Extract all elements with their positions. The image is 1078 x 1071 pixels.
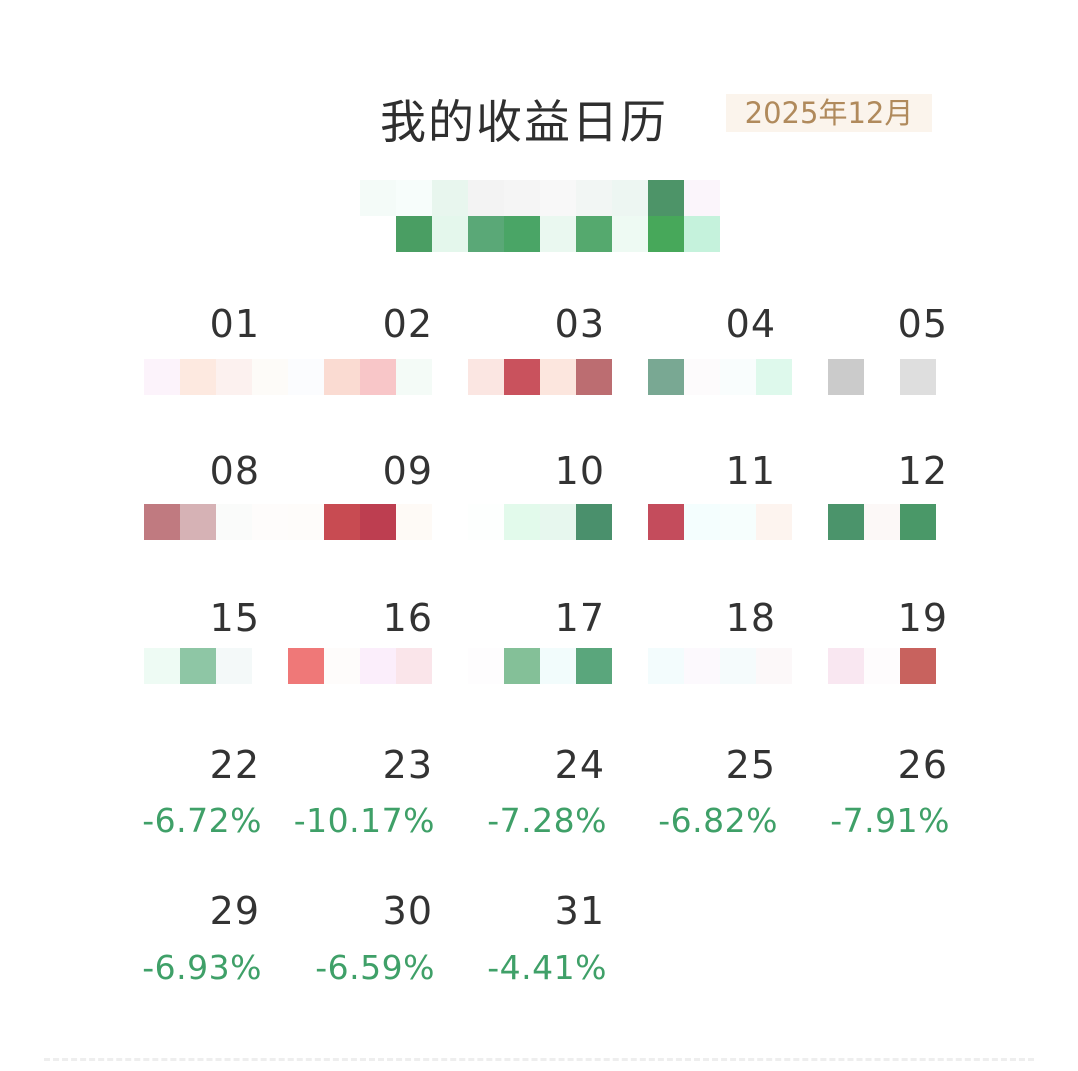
censored-return <box>288 504 438 540</box>
calendar-day[interactable]: 03 <box>554 302 605 346</box>
daily-return: -6.72% <box>142 801 262 840</box>
censored-return <box>648 648 798 684</box>
censored-return <box>144 648 294 684</box>
calendar-day[interactable]: 08 <box>209 449 260 493</box>
censored-return <box>288 648 438 684</box>
calendar-day[interactable]: 31 <box>554 889 605 933</box>
censored-return <box>468 648 618 684</box>
calendar-day[interactable]: 15 <box>209 596 260 640</box>
calendar-day[interactable]: 30 <box>382 889 433 933</box>
calendar-day[interactable]: 18 <box>725 596 776 640</box>
calendar-day[interactable]: 29 <box>209 889 260 933</box>
daily-return: -7.91% <box>830 801 950 840</box>
censored-return <box>144 504 294 540</box>
calendar-day[interactable]: 23 <box>382 743 433 787</box>
calendar-day[interactable]: 10 <box>554 449 605 493</box>
calendar-day[interactable]: 04 <box>725 302 776 346</box>
divider <box>44 1058 1034 1061</box>
calendar-day[interactable]: 02 <box>382 302 433 346</box>
censored-return <box>828 504 978 540</box>
censored-return <box>144 359 294 395</box>
calendar-day[interactable]: 12 <box>897 449 948 493</box>
censored-return <box>468 504 618 540</box>
month-selector[interactable]: 2025年12月 <box>726 94 932 132</box>
daily-return: -6.59% <box>315 948 435 987</box>
calendar-day[interactable]: 16 <box>382 596 433 640</box>
daily-return: -6.93% <box>142 948 262 987</box>
calendar-day[interactable]: 09 <box>382 449 433 493</box>
censored-return <box>648 359 798 395</box>
daily-return: -6.82% <box>658 801 778 840</box>
censored-return <box>288 359 438 395</box>
calendar-day[interactable]: 24 <box>554 743 605 787</box>
censored-return <box>828 359 978 395</box>
calendar-day[interactable]: 19 <box>897 596 948 640</box>
calendar-day[interactable]: 11 <box>725 449 776 493</box>
calendar-day[interactable]: 26 <box>897 743 948 787</box>
calendar-day[interactable]: 05 <box>897 302 948 346</box>
daily-return: -7.28% <box>487 801 607 840</box>
censored-return <box>828 648 978 684</box>
censored-return <box>648 504 798 540</box>
total-return-censored <box>360 170 740 252</box>
calendar-day[interactable]: 25 <box>725 743 776 787</box>
calendar-day[interactable]: 22 <box>209 743 260 787</box>
page-title: 我的收益日历 <box>380 95 668 149</box>
daily-return: -10.17% <box>293 801 435 840</box>
calendar-day[interactable]: 17 <box>554 596 605 640</box>
calendar-day[interactable]: 01 <box>209 302 260 346</box>
daily-return: -4.41% <box>487 948 607 987</box>
censored-return <box>468 359 618 395</box>
